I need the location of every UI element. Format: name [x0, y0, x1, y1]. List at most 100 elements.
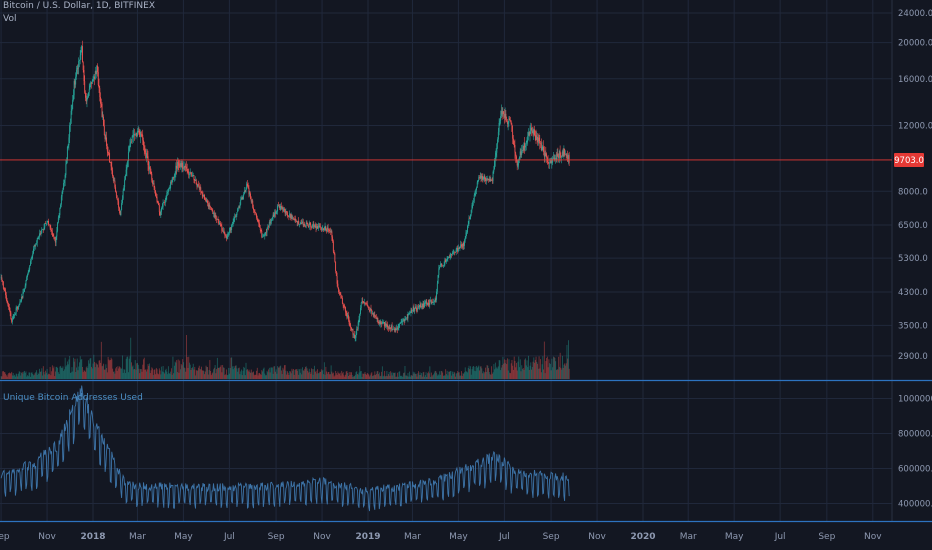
candle-body: [524, 143, 526, 148]
candle-body: [277, 205, 279, 207]
volume-bar: [77, 370, 79, 379]
candle-body: [326, 227, 328, 232]
volume-bar: [296, 370, 298, 379]
volume-bar: [365, 373, 367, 379]
volume-bar: [566, 345, 568, 379]
volume-bar: [84, 370, 86, 379]
candle-body: [228, 233, 230, 235]
candle-body: [428, 303, 430, 305]
candle-body: [8, 306, 10, 311]
candle-body: [133, 134, 135, 137]
volume-bar: [540, 359, 542, 379]
candle-body: [357, 322, 359, 329]
volume-bar: [23, 371, 25, 379]
candle-body: [386, 324, 388, 326]
volume-bar: [357, 374, 358, 379]
volume-bar: [97, 364, 99, 379]
volume-label[interactable]: Vol: [3, 14, 17, 24]
volume-bar: [370, 373, 372, 379]
candle-body: [247, 183, 248, 187]
volume-bar: [355, 372, 357, 379]
volume-bar: [300, 368, 302, 379]
volume-bar: [562, 367, 564, 379]
candle-body: [451, 254, 453, 255]
volume-bar: [522, 369, 523, 379]
candle-body: [446, 258, 448, 260]
volume-bar: [377, 370, 379, 379]
candle-body: [220, 224, 222, 227]
candle-body: [276, 211, 278, 212]
candle-body: [237, 207, 239, 209]
candle-body: [424, 302, 425, 308]
candle-body: [168, 188, 170, 190]
volume-bar: [268, 369, 270, 379]
candle-body: [555, 158, 557, 161]
volume-bar: [409, 371, 410, 379]
volume-bar: [248, 369, 250, 379]
volume-bar: [260, 374, 262, 379]
volume-bar: [533, 357, 535, 379]
volume-bar: [277, 367, 279, 379]
x-tick-label: Jul: [223, 532, 235, 542]
candle-body: [415, 306, 416, 309]
volume-bar: [471, 369, 473, 379]
volume-bar: [188, 356, 190, 379]
candle-body: [74, 81, 76, 85]
volume-bar: [117, 366, 119, 379]
candle-body: [486, 178, 488, 180]
candle-body: [179, 165, 181, 167]
volume-bar: [158, 374, 160, 379]
candle-body: [457, 248, 459, 252]
candle-body: [115, 191, 117, 196]
candle-body: [494, 160, 496, 170]
symbol-title[interactable]: Bitcoin / U.S. Dollar, 1D, BITFINEX: [3, 1, 155, 11]
candle-body: [557, 153, 559, 157]
candle-body: [329, 231, 331, 232]
volume-bar: [482, 371, 484, 379]
candle-body: [199, 187, 201, 189]
candle-body: [233, 218, 235, 222]
volume-bar: [529, 365, 531, 379]
volume-bar: [26, 376, 28, 379]
volume-bar: [173, 365, 175, 379]
candle-body: [72, 99, 74, 110]
last-price-tag[interactable]: [894, 152, 924, 167]
candle-body: [402, 320, 404, 322]
candle-body: [148, 165, 150, 170]
volume-bar: [5, 373, 7, 379]
volume-bar: [280, 370, 282, 379]
volume-bar: [45, 370, 47, 379]
volume-bar: [535, 356, 537, 379]
volume-bar: [82, 372, 84, 379]
x-tick-label: Nov: [38, 532, 56, 542]
candle-body: [170, 181, 172, 183]
volume-bar: [150, 370, 152, 379]
candle-body: [130, 141, 132, 144]
candle-body: [416, 308, 418, 310]
candle-body: [326, 229, 328, 232]
candle-body: [308, 223, 310, 227]
candle-body: [509, 120, 511, 122]
volume-bar: [29, 372, 31, 379]
volume-bar: [129, 356, 131, 379]
candle-body: [101, 103, 103, 118]
volume-bar: [428, 373, 430, 379]
candle-body: [407, 314, 409, 319]
candle-body: [409, 312, 411, 314]
volume-bar: [362, 373, 364, 379]
indicator-title[interactable]: Unique Bitcoin Addresses Used: [3, 393, 143, 403]
candle-body: [433, 301, 435, 303]
candle-body: [472, 202, 474, 206]
volume-bar: [103, 369, 105, 379]
volume-bar: [506, 358, 508, 379]
candle-body: [380, 322, 382, 324]
candle-body: [503, 113, 505, 118]
volume-bar: [505, 359, 507, 379]
volume-bar: [546, 356, 548, 379]
volume-bar: [193, 369, 195, 379]
volume-bar: [439, 374, 441, 379]
candle-body: [45, 223, 47, 225]
volume-bar: [407, 373, 409, 379]
candle-body: [64, 175, 66, 180]
